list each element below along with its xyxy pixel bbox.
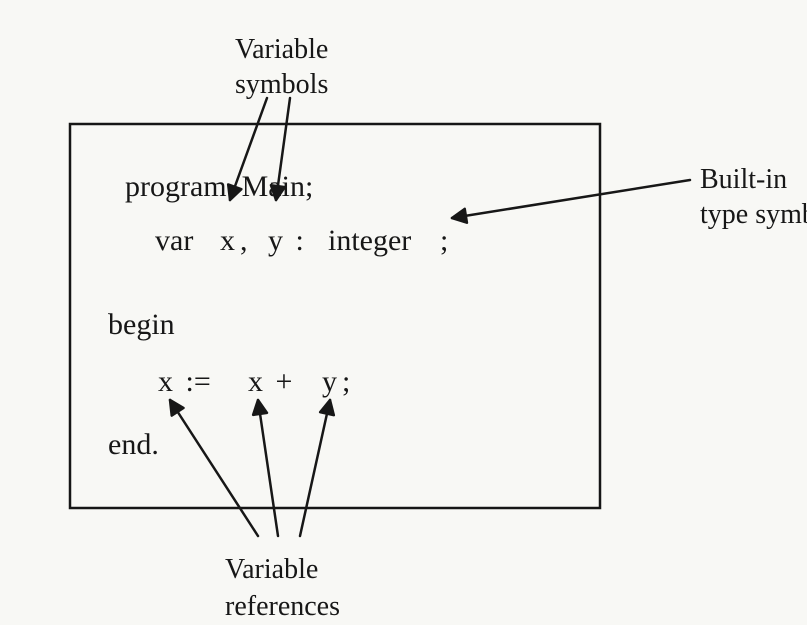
arrows-group (170, 98, 690, 536)
label-variable-symbols-2: symbols (235, 70, 328, 101)
code-var-keyword: var (155, 224, 201, 258)
code-ref-y: y (322, 365, 337, 399)
label-builtin-type-2: type symbol (700, 200, 807, 231)
code-type-integer: integer (328, 224, 411, 258)
label-variable-references-2: references (225, 592, 340, 623)
code-colon: : (288, 224, 311, 258)
code-semicolon-1: ; (440, 224, 448, 258)
code-ref-x-rhs: x (248, 365, 263, 399)
code-semicolon-2: ; (342, 365, 350, 399)
code-var-y-decl: y (268, 224, 283, 258)
code-end: end. (108, 428, 159, 462)
code-comma: , (240, 224, 255, 258)
code-ref-x-lhs: x (158, 365, 173, 399)
diagram-stage: Variable symbols Built-in type symbol Va… (0, 0, 807, 625)
code-assign: := (178, 365, 218, 399)
label-builtin-type-1: Built-in (700, 165, 787, 196)
label-variable-references-1: Variable (225, 555, 318, 586)
code-var-x-decl: x (220, 224, 235, 258)
code-plus: + (268, 365, 300, 399)
code-begin: begin (108, 308, 175, 342)
label-variable-symbols-1: Variable (235, 35, 328, 66)
code-line-program: program Main; (125, 170, 313, 204)
